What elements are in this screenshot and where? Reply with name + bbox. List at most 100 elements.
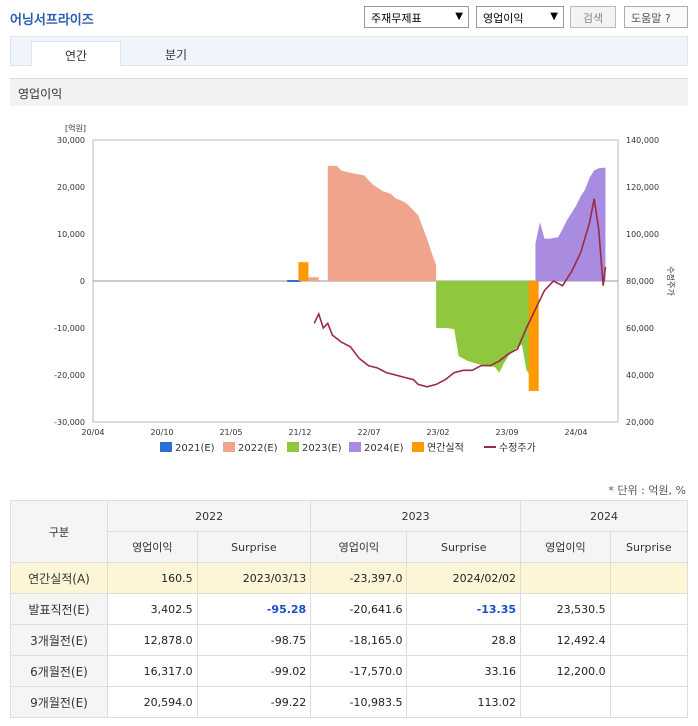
- legend-item: 2021(E): [160, 442, 215, 454]
- legend-item: 2022(E): [223, 442, 278, 454]
- column-header: 영업이익: [520, 531, 611, 563]
- unit-note: * 단위 : 억원, %: [608, 484, 686, 497]
- y-tick-label: 30,000: [57, 136, 85, 145]
- x-tick-label: 24/04: [564, 428, 587, 437]
- item-select[interactable]: 영업이익 ▼: [476, 6, 564, 28]
- series-2024-estimate: [535, 167, 606, 281]
- row-label: 발표직전(E): [10, 593, 108, 625]
- row-label: 6개월전(E): [10, 655, 108, 687]
- table-cell: [609, 562, 689, 594]
- table-row: 연간실적(A) 160.5 2023/03/13 -23,397.0 2024/02/0…: [10, 562, 689, 594]
- table-cell: 12,878.0: [107, 624, 198, 656]
- series-2022-estimate: [327, 165, 437, 281]
- table-cell: [520, 686, 611, 718]
- table-cell: [609, 686, 689, 718]
- help-icon: ?: [664, 12, 671, 25]
- table-cell: -99.02: [196, 655, 312, 687]
- legend-item: 2024(E): [349, 442, 404, 454]
- tab-quarterly[interactable]: 분기: [164, 48, 188, 62]
- y2-tick-label: 40,000: [626, 371, 654, 380]
- year-header: 2022: [106, 500, 312, 532]
- year-header: 2024: [520, 500, 688, 532]
- chevron-down-icon: ▼: [455, 11, 463, 22]
- operating-profit-chart: 30,000 20,000 10,000 0 -10,000 -20,000 -30,000…: [54, 123, 676, 454]
- y-tick-label: -20,000: [54, 371, 85, 380]
- legend-label: 2023(E): [302, 443, 342, 454]
- table-row: 9개월전(E) 20,594.0 -99.22 -10,983.5 113.02: [10, 686, 689, 718]
- table-row: 6개월전(E) 16,317.0 -99.02 -17,570.0 33.16 12,20…: [10, 655, 689, 687]
- y-tick-label: -30,000: [54, 418, 85, 427]
- table-row: 3개월전(E) 12,878.0 -98.75 -18,165.0 28.8 12,492…: [10, 624, 689, 656]
- page-title: 어닝서프라이즈: [10, 13, 94, 28]
- y2-tick-label: 20,000: [626, 418, 654, 427]
- legend-label: 2022(E): [238, 443, 278, 454]
- table-cell: [609, 655, 689, 687]
- table-cell: 28.8: [406, 624, 522, 656]
- legend-item: 2023(E): [287, 442, 342, 454]
- actual-bar-2022: [298, 262, 309, 281]
- table-cell: [609, 593, 689, 625]
- legend-label: 2021(E): [175, 443, 215, 454]
- y-tick-label: 20,000: [57, 183, 85, 192]
- table-cell: -20,641.6: [310, 593, 408, 625]
- x-tick-label: 20/10: [150, 428, 173, 437]
- header: 어닝서프라이즈 주재무제표 ▼ 영업이익 ▼ 검색 도움말 ?: [0, 0, 698, 36]
- table-cell: 20,594.0: [107, 686, 198, 718]
- year-header: 2023: [310, 500, 522, 532]
- statement-type-select[interactable]: 주재무제표 ▼: [364, 6, 469, 28]
- series-2023-estimate: [436, 281, 536, 378]
- table-cell: 160.5: [107, 562, 198, 594]
- row-label: 9개월전(E): [10, 686, 108, 718]
- tab-bar: 연간 분기: [10, 36, 688, 67]
- legend-swatch: [287, 442, 299, 452]
- table-row: 발표직전(E) 3,402.5 -95.28 -20,641.6 -13.35 23,53…: [10, 593, 689, 625]
- column-header: 영업이익: [310, 531, 408, 563]
- legend-label: 연간실적: [427, 442, 464, 454]
- search-button[interactable]: 검색: [570, 6, 616, 28]
- table-cell: -23,397.0: [310, 562, 408, 594]
- y-tick-label: -10,000: [54, 324, 85, 333]
- y-unit-label: [억원]: [65, 123, 86, 133]
- series-price-line: [313, 198, 607, 388]
- x-tick-label: 23/09: [495, 428, 518, 437]
- y2-tick-label: 120,000: [626, 183, 659, 192]
- legend-swatch: [349, 442, 361, 452]
- table-cell: 2024/02/02: [406, 562, 522, 594]
- actual-bar-2023: [528, 281, 539, 391]
- earnings-table: 구분 2022 2023 2024 영업이익 Surprise 영업이익 Surpri…: [10, 500, 689, 718]
- legend-swatch: [223, 442, 235, 452]
- item-select-value: 영업이익: [483, 12, 524, 25]
- tab-annual[interactable]: 연간: [31, 41, 121, 67]
- column-header: Surprise: [609, 531, 689, 563]
- x-tick-label: 23/02: [426, 428, 449, 437]
- y-tick-label: 0: [80, 277, 85, 286]
- y2-tick-label: 80,000: [626, 277, 654, 286]
- table-cell: 12,200.0: [520, 655, 611, 687]
- table-cell: 16,317.0: [107, 655, 198, 687]
- table-cell: -17,570.0: [310, 655, 408, 687]
- x-tick-label: 21/12: [288, 428, 311, 437]
- row-label: 3개월전(E): [10, 624, 108, 656]
- legend-label: 2024(E): [364, 443, 404, 454]
- table-cell: 2023/03/13: [196, 562, 312, 594]
- table-cell: -18,165.0: [310, 624, 408, 656]
- table-cell: -95.28: [196, 593, 312, 625]
- table-cell: 33.16: [406, 655, 522, 687]
- legend-swatch: [412, 442, 424, 452]
- table-cell: [520, 562, 611, 594]
- column-header: Surprise: [196, 531, 312, 563]
- table-corner: 구분: [10, 500, 108, 563]
- legend-label: 수정주가: [499, 442, 536, 454]
- help-button[interactable]: 도움말 ?: [624, 6, 688, 28]
- table-cell: 3,402.5: [107, 593, 198, 625]
- x-tick-label: 21/05: [219, 428, 242, 437]
- table-cell: 12,492.4: [520, 624, 611, 656]
- table-cell: 113.02: [406, 686, 522, 718]
- table-cell: [609, 624, 689, 656]
- y2-tick-label: 140,000: [626, 136, 659, 145]
- table-cell: -13.35: [406, 593, 522, 625]
- series-2022-estimate-early: [307, 277, 319, 281]
- chevron-down-icon: ▼: [550, 11, 558, 22]
- y2-tick-label: 60,000: [626, 324, 654, 333]
- legend-swatch: [160, 442, 172, 452]
